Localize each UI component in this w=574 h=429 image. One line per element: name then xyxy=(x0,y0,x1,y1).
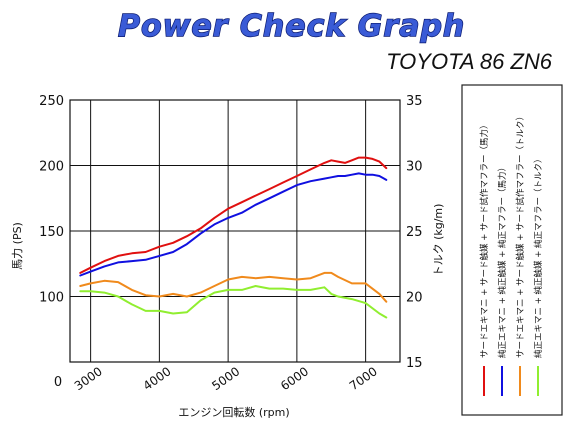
series-line-4 xyxy=(79,285,388,319)
chart-subtitle: TOYOTA 86 ZN6 xyxy=(386,49,553,74)
legend-box xyxy=(461,84,563,416)
series-line-1 xyxy=(79,156,388,274)
x-axis-label: エンジン回転数 (rpm) xyxy=(178,406,289,419)
y2-tick-label: 30 xyxy=(406,160,423,175)
legend-entry-1: サードエキマニ + サード触媒 + サード試作マフラー（馬力） xyxy=(479,120,490,358)
x-axis-ticks: 3000 4000 5000 6000 7000 xyxy=(72,364,380,393)
banner-title: Power Check Graph xyxy=(118,9,465,44)
legend-entry-2: 純正エキマニ + 純正触媒 + 純正マフラー（馬力） xyxy=(497,163,508,358)
x-tick-label: 7000 xyxy=(347,364,380,393)
x-tick-label: 3000 xyxy=(72,364,105,393)
y2-tick-label: 35 xyxy=(406,94,423,109)
series-lines xyxy=(79,156,388,319)
y-tick-label: 100 xyxy=(39,291,64,306)
y2-axis-ticks: 15 20 25 30 35 xyxy=(406,94,423,371)
x-tick-label: 4000 xyxy=(141,364,174,393)
y-tick-label: 200 xyxy=(39,160,64,175)
y-axis-bottom-label: 0 xyxy=(54,375,62,390)
x-tick-label: 5000 xyxy=(209,364,242,393)
y-tick-label: 250 xyxy=(39,94,64,109)
y2-tick-label: 25 xyxy=(406,225,423,240)
y2-axis-label: トルク (kg/m) xyxy=(432,204,445,277)
series-line-3 xyxy=(79,271,388,303)
legend-entry-3: サードエキマニ + サード触媒 + サード試作マフラー（トルク） xyxy=(515,112,526,358)
legend: サードエキマニ + サード触媒 + サード試作マフラー（馬力） 純正エキマニ + … xyxy=(479,112,544,396)
y2-tick-label: 20 xyxy=(406,291,423,306)
series-line-2 xyxy=(79,172,388,277)
legend-entry-4: 純正エキマニ + 純正触媒 + 純正マフラー（トルク） xyxy=(533,154,544,358)
y-tick-label: 150 xyxy=(39,225,64,240)
y2-tick-label: 15 xyxy=(406,356,423,371)
y-axis-ticks: 100 150 200 250 xyxy=(39,94,64,306)
x-tick-label: 6000 xyxy=(278,364,311,393)
y-axis-label: 馬力 (PS) xyxy=(11,222,24,270)
gridlines xyxy=(70,99,400,362)
